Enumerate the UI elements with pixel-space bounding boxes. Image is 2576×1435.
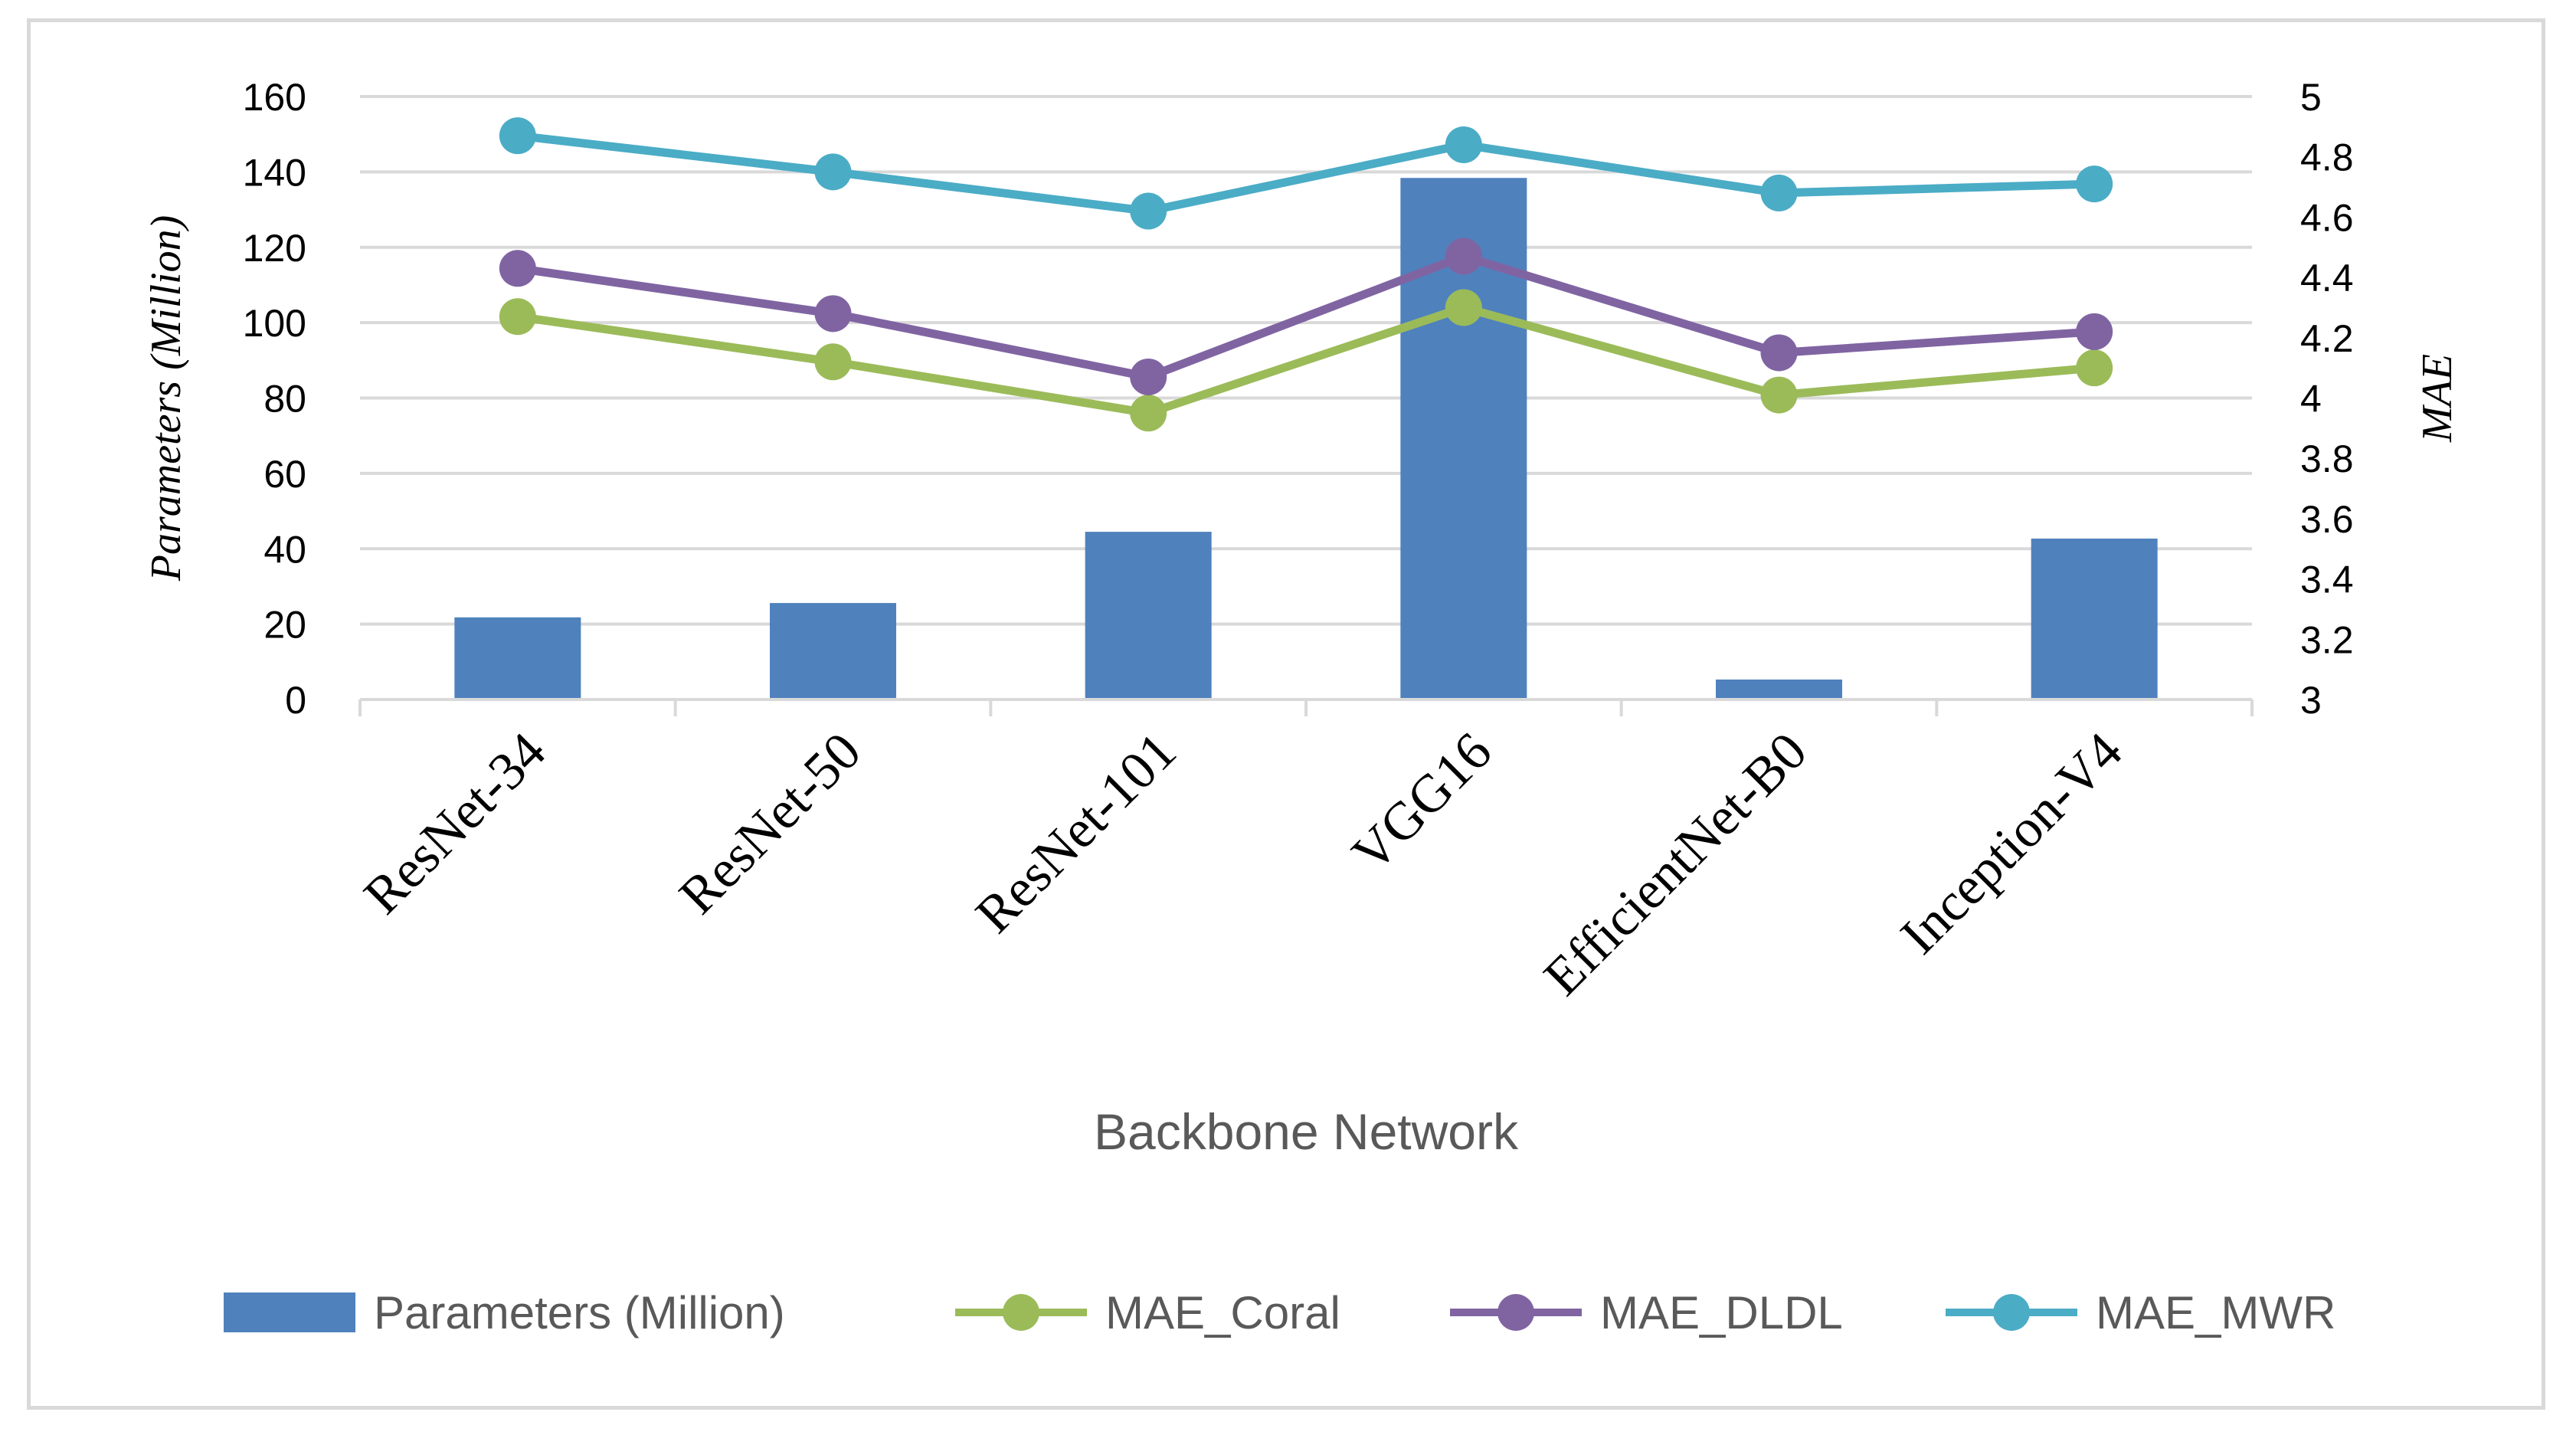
data-point <box>1130 192 1167 230</box>
legend: Parameters (Million) MAE_Coral MAE_DLDL MAE… <box>224 1287 2335 1338</box>
chart-frame <box>27 18 2545 1410</box>
category-label: EfficientNet-B0 <box>1533 722 1818 1007</box>
series-line <box>513 131 2099 216</box>
right-tick-label: 3.4 <box>2300 559 2354 601</box>
series-mae-mwr <box>499 117 2113 230</box>
right-tick-label: 4 <box>2300 378 2322 421</box>
category-labels: ResNet-34 ResNet-50 ResNet-101 VGG16 Efficie… <box>353 722 2133 1007</box>
left-tick-label: 100 <box>243 302 306 345</box>
series-mae-dldl <box>499 238 2113 395</box>
left-tick-label: 160 <box>243 76 306 119</box>
data-point <box>1130 395 1167 432</box>
series-mae-coral <box>499 289 2113 432</box>
legend-label: MAE_MWR <box>2096 1287 2335 1338</box>
data-point <box>2076 349 2113 387</box>
data-point <box>814 343 852 381</box>
data-point <box>814 295 852 333</box>
left-tick-label: 0 <box>285 679 306 722</box>
left-axis-tick-labels: 0 20 40 60 80 100 120 140 160 <box>243 76 306 722</box>
data-point <box>1445 289 1482 326</box>
bar-series <box>454 178 2158 699</box>
right-tick-label: 4.2 <box>2300 317 2354 360</box>
right-tick-label: 3.6 <box>2300 498 2354 541</box>
data-point <box>2076 313 2113 350</box>
legend-marker <box>1003 1294 1039 1331</box>
gridlines <box>360 95 2252 626</box>
legend-swatch <box>224 1292 355 1332</box>
legend-label: MAE_DLDL <box>1600 1287 1843 1338</box>
x-axis-title: Backbone Network <box>1094 1103 1519 1160</box>
bar <box>1085 532 1212 699</box>
right-tick-label: 4.8 <box>2300 136 2354 179</box>
right-tick-label: 4.6 <box>2300 196 2354 239</box>
right-tick-label: 3 <box>2300 679 2322 722</box>
data-point <box>499 298 536 336</box>
series-line <box>513 252 2099 382</box>
data-point <box>1760 334 1798 372</box>
legend-label: Parameters (Million) <box>374 1287 785 1338</box>
legend-label: MAE_Coral <box>1105 1287 1340 1338</box>
right-tick-label: 3.2 <box>2300 618 2354 661</box>
legend-marker <box>1497 1294 1534 1331</box>
left-tick-label: 80 <box>263 378 306 421</box>
left-tick-label: 20 <box>263 604 306 647</box>
data-point <box>1445 238 1482 275</box>
right-tick-label: 5 <box>2300 76 2322 119</box>
data-point <box>814 153 852 191</box>
data-point <box>1445 126 1482 163</box>
left-tick-label: 40 <box>263 528 306 571</box>
line-series <box>499 117 2113 432</box>
bar <box>454 617 581 699</box>
legend-marker <box>1993 1294 2030 1331</box>
left-tick-label: 140 <box>243 151 306 194</box>
data-point <box>1760 376 1798 414</box>
left-axis-title: Parameters (Million) <box>142 215 190 582</box>
data-point <box>499 117 536 155</box>
bar <box>2031 538 2158 699</box>
left-tick-label: 120 <box>243 227 306 270</box>
legend-item: MAE_Coral <box>955 1287 1340 1338</box>
legend-item: MAE_DLDL <box>1450 1287 1843 1338</box>
left-tick-label: 60 <box>263 453 306 496</box>
category-label: VGG16 <box>1341 722 1503 883</box>
legend-item: MAE_MWR <box>1946 1287 2335 1338</box>
legend-item: Parameters (Million) <box>224 1287 785 1338</box>
data-point <box>1130 358 1167 395</box>
bar <box>1716 679 1842 699</box>
right-axis-title: MAE <box>2414 354 2461 443</box>
right-tick-label: 3.8 <box>2300 437 2354 480</box>
category-label: ResNet-50 <box>669 722 872 926</box>
data-point <box>1760 174 1798 211</box>
data-point <box>499 250 536 287</box>
bar <box>770 603 896 699</box>
data-point <box>2076 165 2113 203</box>
category-label: ResNet-101 <box>965 722 1188 945</box>
series-line <box>513 303 2099 418</box>
category-label: ResNet-34 <box>353 722 557 926</box>
x-axis-ticks <box>358 699 2254 716</box>
category-label: Inception-V4 <box>1890 722 2133 965</box>
right-tick-label: 4.4 <box>2300 257 2354 300</box>
right-axis-tick-labels: 3 3.2 3.4 3.6 3.8 4 4.2 4.4 4.6 4.8 5 <box>2300 76 2354 722</box>
